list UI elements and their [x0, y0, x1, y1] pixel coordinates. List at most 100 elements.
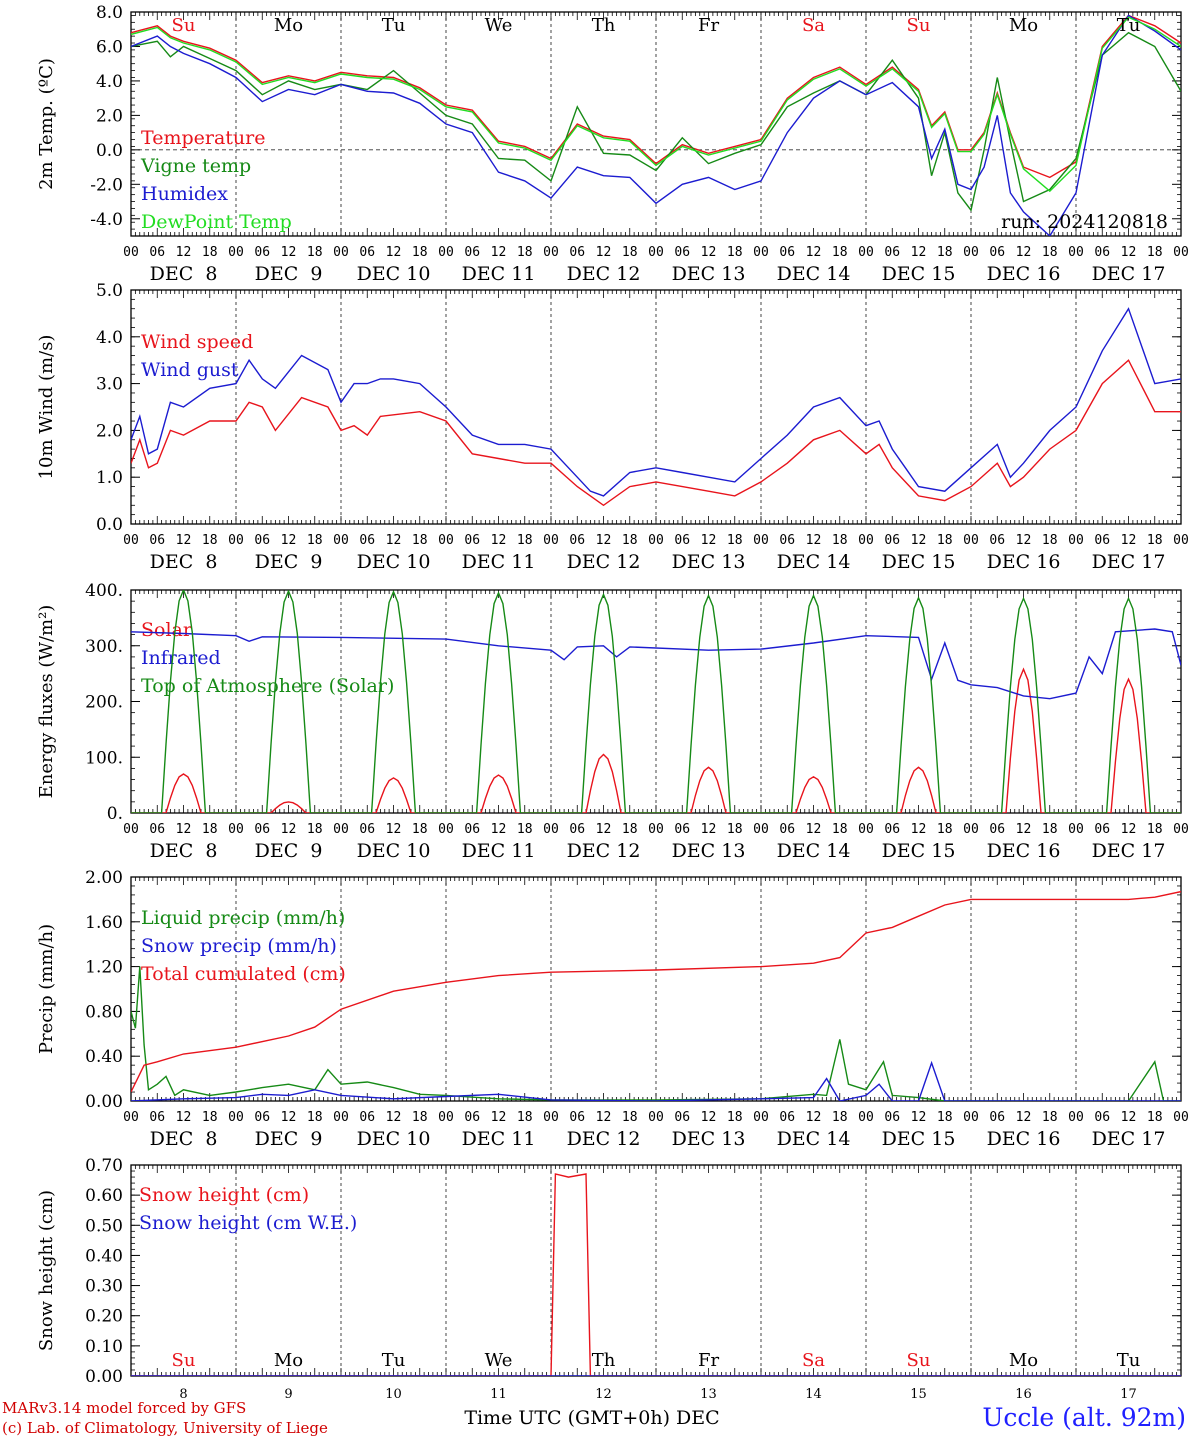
hour-label: 12: [386, 822, 402, 837]
hour-label: 00: [858, 533, 874, 548]
run-label: run: 2024120818: [1001, 211, 1168, 233]
date-label: DEC 12: [567, 1128, 641, 1150]
hour-label: 06: [674, 245, 690, 260]
y-axis-label: Snow height (cm): [36, 1190, 57, 1351]
hour-label: 18: [1147, 533, 1163, 548]
hour-label: 12: [596, 822, 612, 837]
date-label: DEC 11: [462, 840, 536, 862]
weekday-label: Tu: [1117, 15, 1141, 36]
hour-label: 12: [176, 533, 192, 548]
hour-label: 12: [176, 822, 192, 837]
hour-label: 06: [149, 1110, 165, 1125]
hour-label: 12: [281, 245, 297, 260]
date-label: DEC 13: [672, 1128, 746, 1150]
weekday-label: We: [485, 15, 513, 36]
hour-label: 00: [1173, 822, 1189, 837]
y-tick-label: 0.00: [85, 1367, 123, 1387]
hour-label: 06: [674, 822, 690, 837]
date-label: DEC 10: [357, 551, 431, 573]
hour-label: 12: [1121, 245, 1137, 260]
date-label: DEC 13: [672, 551, 746, 573]
hour-label: 18: [307, 245, 323, 260]
day-number: 10: [385, 1387, 402, 1402]
hour-label: 06: [884, 822, 900, 837]
day-number: 15: [910, 1387, 927, 1402]
hour-label: 12: [386, 1110, 402, 1125]
hour-label: 06: [464, 533, 480, 548]
hour-label: 18: [517, 1110, 533, 1125]
date-label: DEC 9: [255, 551, 323, 573]
hour-label: 00: [648, 822, 664, 837]
hour-label: 06: [569, 533, 585, 548]
hour-label: 18: [832, 1110, 848, 1125]
hour-label: 06: [149, 822, 165, 837]
day-number: 13: [700, 1387, 717, 1402]
y-tick-label: 300.: [85, 637, 123, 657]
hour-label: 18: [937, 1110, 953, 1125]
hour-label: 00: [963, 533, 979, 548]
weekday-label: Su: [907, 1350, 931, 1371]
hour-label: 00: [1173, 1110, 1189, 1125]
hour-label: 18: [937, 822, 953, 837]
hour-label: 00: [648, 245, 664, 260]
hour-label: 00: [648, 533, 664, 548]
y-axis-label: 2m Temp. (ºC): [36, 58, 57, 190]
hour-label: 06: [1094, 245, 1110, 260]
hour-label: 00: [648, 1110, 664, 1125]
y-tick-label: 6.0: [96, 37, 123, 57]
hour-label: 18: [412, 1110, 428, 1125]
y-tick-label: 2.0: [96, 421, 123, 441]
hour-label: 00: [333, 1110, 349, 1125]
station-title: Uccle (alt. 92m): [982, 1403, 1186, 1432]
date-label: DEC 16: [987, 1128, 1061, 1150]
y-tick-label: 0.60: [85, 1186, 123, 1206]
hour-label: 06: [989, 245, 1005, 260]
weekday-label: Su: [172, 1350, 196, 1371]
hour-label: 06: [1094, 822, 1110, 837]
hour-label: 00: [1173, 245, 1189, 260]
hour-label: 06: [569, 822, 585, 837]
hour-label: 00: [228, 245, 244, 260]
hour-label: 18: [202, 822, 218, 837]
hour-label: 18: [727, 245, 743, 260]
y-axis-label: Energy fluxes (W/m²): [36, 605, 57, 799]
hour-label: 12: [281, 1110, 297, 1125]
hour-label: 18: [1042, 245, 1058, 260]
hour-label: 06: [674, 1110, 690, 1125]
weekday-label: Mo: [274, 1350, 303, 1371]
weekday-label: Tu: [382, 15, 406, 36]
hour-label: 00: [333, 245, 349, 260]
hour-label: 00: [1068, 1110, 1084, 1125]
day-number: 16: [1015, 1387, 1032, 1402]
hour-label: 12: [1016, 245, 1032, 260]
hour-label: 12: [386, 533, 402, 548]
legend-entry: Top of Atmosphere (Solar): [141, 675, 394, 697]
hour-label: 18: [307, 822, 323, 837]
hour-label: 12: [386, 245, 402, 260]
date-label: DEC 15: [882, 263, 956, 285]
date-label: DEC 10: [357, 1128, 431, 1150]
hour-label: 18: [622, 533, 638, 548]
hour-label: 00: [753, 822, 769, 837]
hour-label: 18: [727, 1110, 743, 1125]
date-label: DEC 13: [672, 263, 746, 285]
hour-label: 12: [596, 533, 612, 548]
date-label: DEC 12: [567, 551, 641, 573]
hour-label: 00: [963, 1110, 979, 1125]
hour-label: 00: [123, 533, 139, 548]
date-label: DEC 9: [255, 263, 323, 285]
legend-entry: DewPoint Temp: [141, 211, 292, 233]
hour-label: 06: [359, 533, 375, 548]
date-label: DEC 8: [150, 263, 218, 285]
y-tick-label: 0.80: [85, 1002, 123, 1022]
panel-frame: [130, 589, 1182, 814]
y-tick-label: 0.20: [85, 1307, 123, 1327]
y-axis-label: 10m Wind (m/s): [36, 335, 57, 480]
hour-label: 06: [254, 822, 270, 837]
date-label: DEC 14: [777, 551, 851, 573]
hour-label: 00: [1173, 533, 1189, 548]
series-line-lightgreen: [131, 16, 1181, 193]
y-tick-label: 8.0: [96, 3, 123, 23]
y-tick-label: 0.30: [85, 1277, 123, 1297]
hour-label: 12: [1121, 1110, 1137, 1125]
